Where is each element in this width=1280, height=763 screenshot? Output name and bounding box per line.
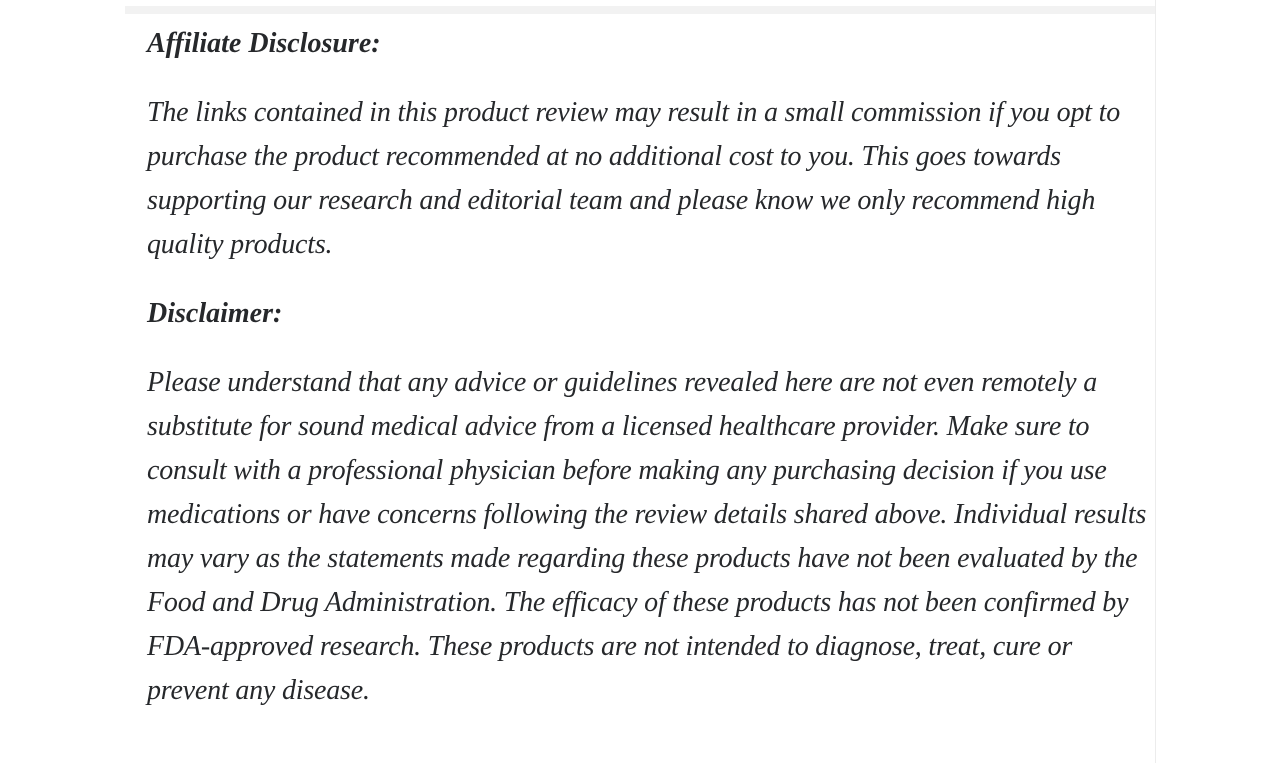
article-content: Affiliate Disclosure: The links containe… <box>147 0 1152 738</box>
content-column-right-border <box>1155 0 1156 763</box>
top-divider-strip <box>125 6 1155 14</box>
disclaimer-heading: Disclaimer: <box>147 298 283 329</box>
affiliate-disclosure-heading: Affiliate Disclosure: <box>147 28 381 59</box>
disclaimer-paragraph: Please understand that any advice or gui… <box>147 367 1147 706</box>
affiliate-disclosure-paragraph: The links contained in this product revi… <box>147 97 1121 260</box>
